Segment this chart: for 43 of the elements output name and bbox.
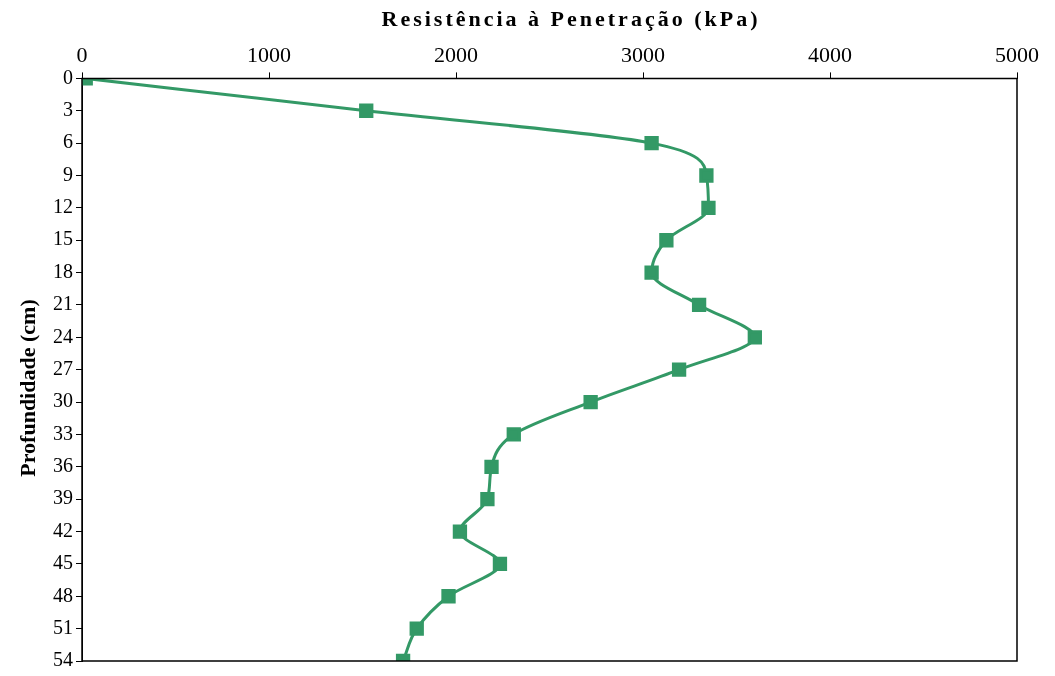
x-tick-label: 3000: [621, 41, 665, 67]
point: [671, 362, 687, 377]
point: [691, 297, 707, 313]
point: [644, 135, 659, 151]
y-tick-label: 48: [53, 583, 73, 606]
y-tick-label: 39: [53, 486, 73, 509]
point: [409, 621, 424, 636]
point: [506, 427, 521, 442]
y-tick-label: 24: [53, 324, 73, 347]
y-tick-label: 0: [63, 65, 73, 88]
y-tick-label: 3: [63, 98, 73, 121]
y-tick-label: 21: [53, 292, 73, 315]
x-tick-label: 1000: [247, 41, 291, 67]
point: [484, 459, 499, 474]
point: [699, 168, 714, 183]
y-tick-label: 12: [53, 195, 73, 218]
point: [701, 200, 716, 216]
point: [583, 394, 598, 410]
point: [492, 556, 508, 572]
y-tick-label: 45: [53, 551, 73, 574]
point: [644, 265, 659, 280]
y-tick-label: 30: [53, 389, 73, 412]
y-tick-label: 36: [53, 454, 73, 477]
point: [452, 524, 468, 539]
point: [359, 103, 374, 118]
x-tick-label: 2000: [434, 41, 478, 67]
y-tick-label: 42: [53, 518, 73, 541]
point: [659, 233, 674, 248]
y-axis-title: Profundidade (cm): [15, 299, 41, 477]
y-tick-label: 54: [53, 648, 73, 671]
y-tick-label: 6: [63, 130, 73, 153]
y-tick-label: 18: [53, 259, 73, 282]
x-axis-title: Resistência à Penetração (kPa): [380, 6, 762, 32]
y-tick-label: 27: [53, 356, 73, 379]
x-tick-label: 4000: [808, 41, 852, 67]
point: [441, 589, 456, 604]
point: [747, 330, 762, 345]
y-tick-label: 33: [53, 421, 73, 444]
y-tick-label: 9: [63, 162, 73, 185]
y-tick-label: 51: [53, 615, 73, 638]
y-tick-label: 15: [53, 227, 73, 250]
point: [480, 492, 495, 507]
x-tick-label: 5000: [995, 41, 1039, 67]
